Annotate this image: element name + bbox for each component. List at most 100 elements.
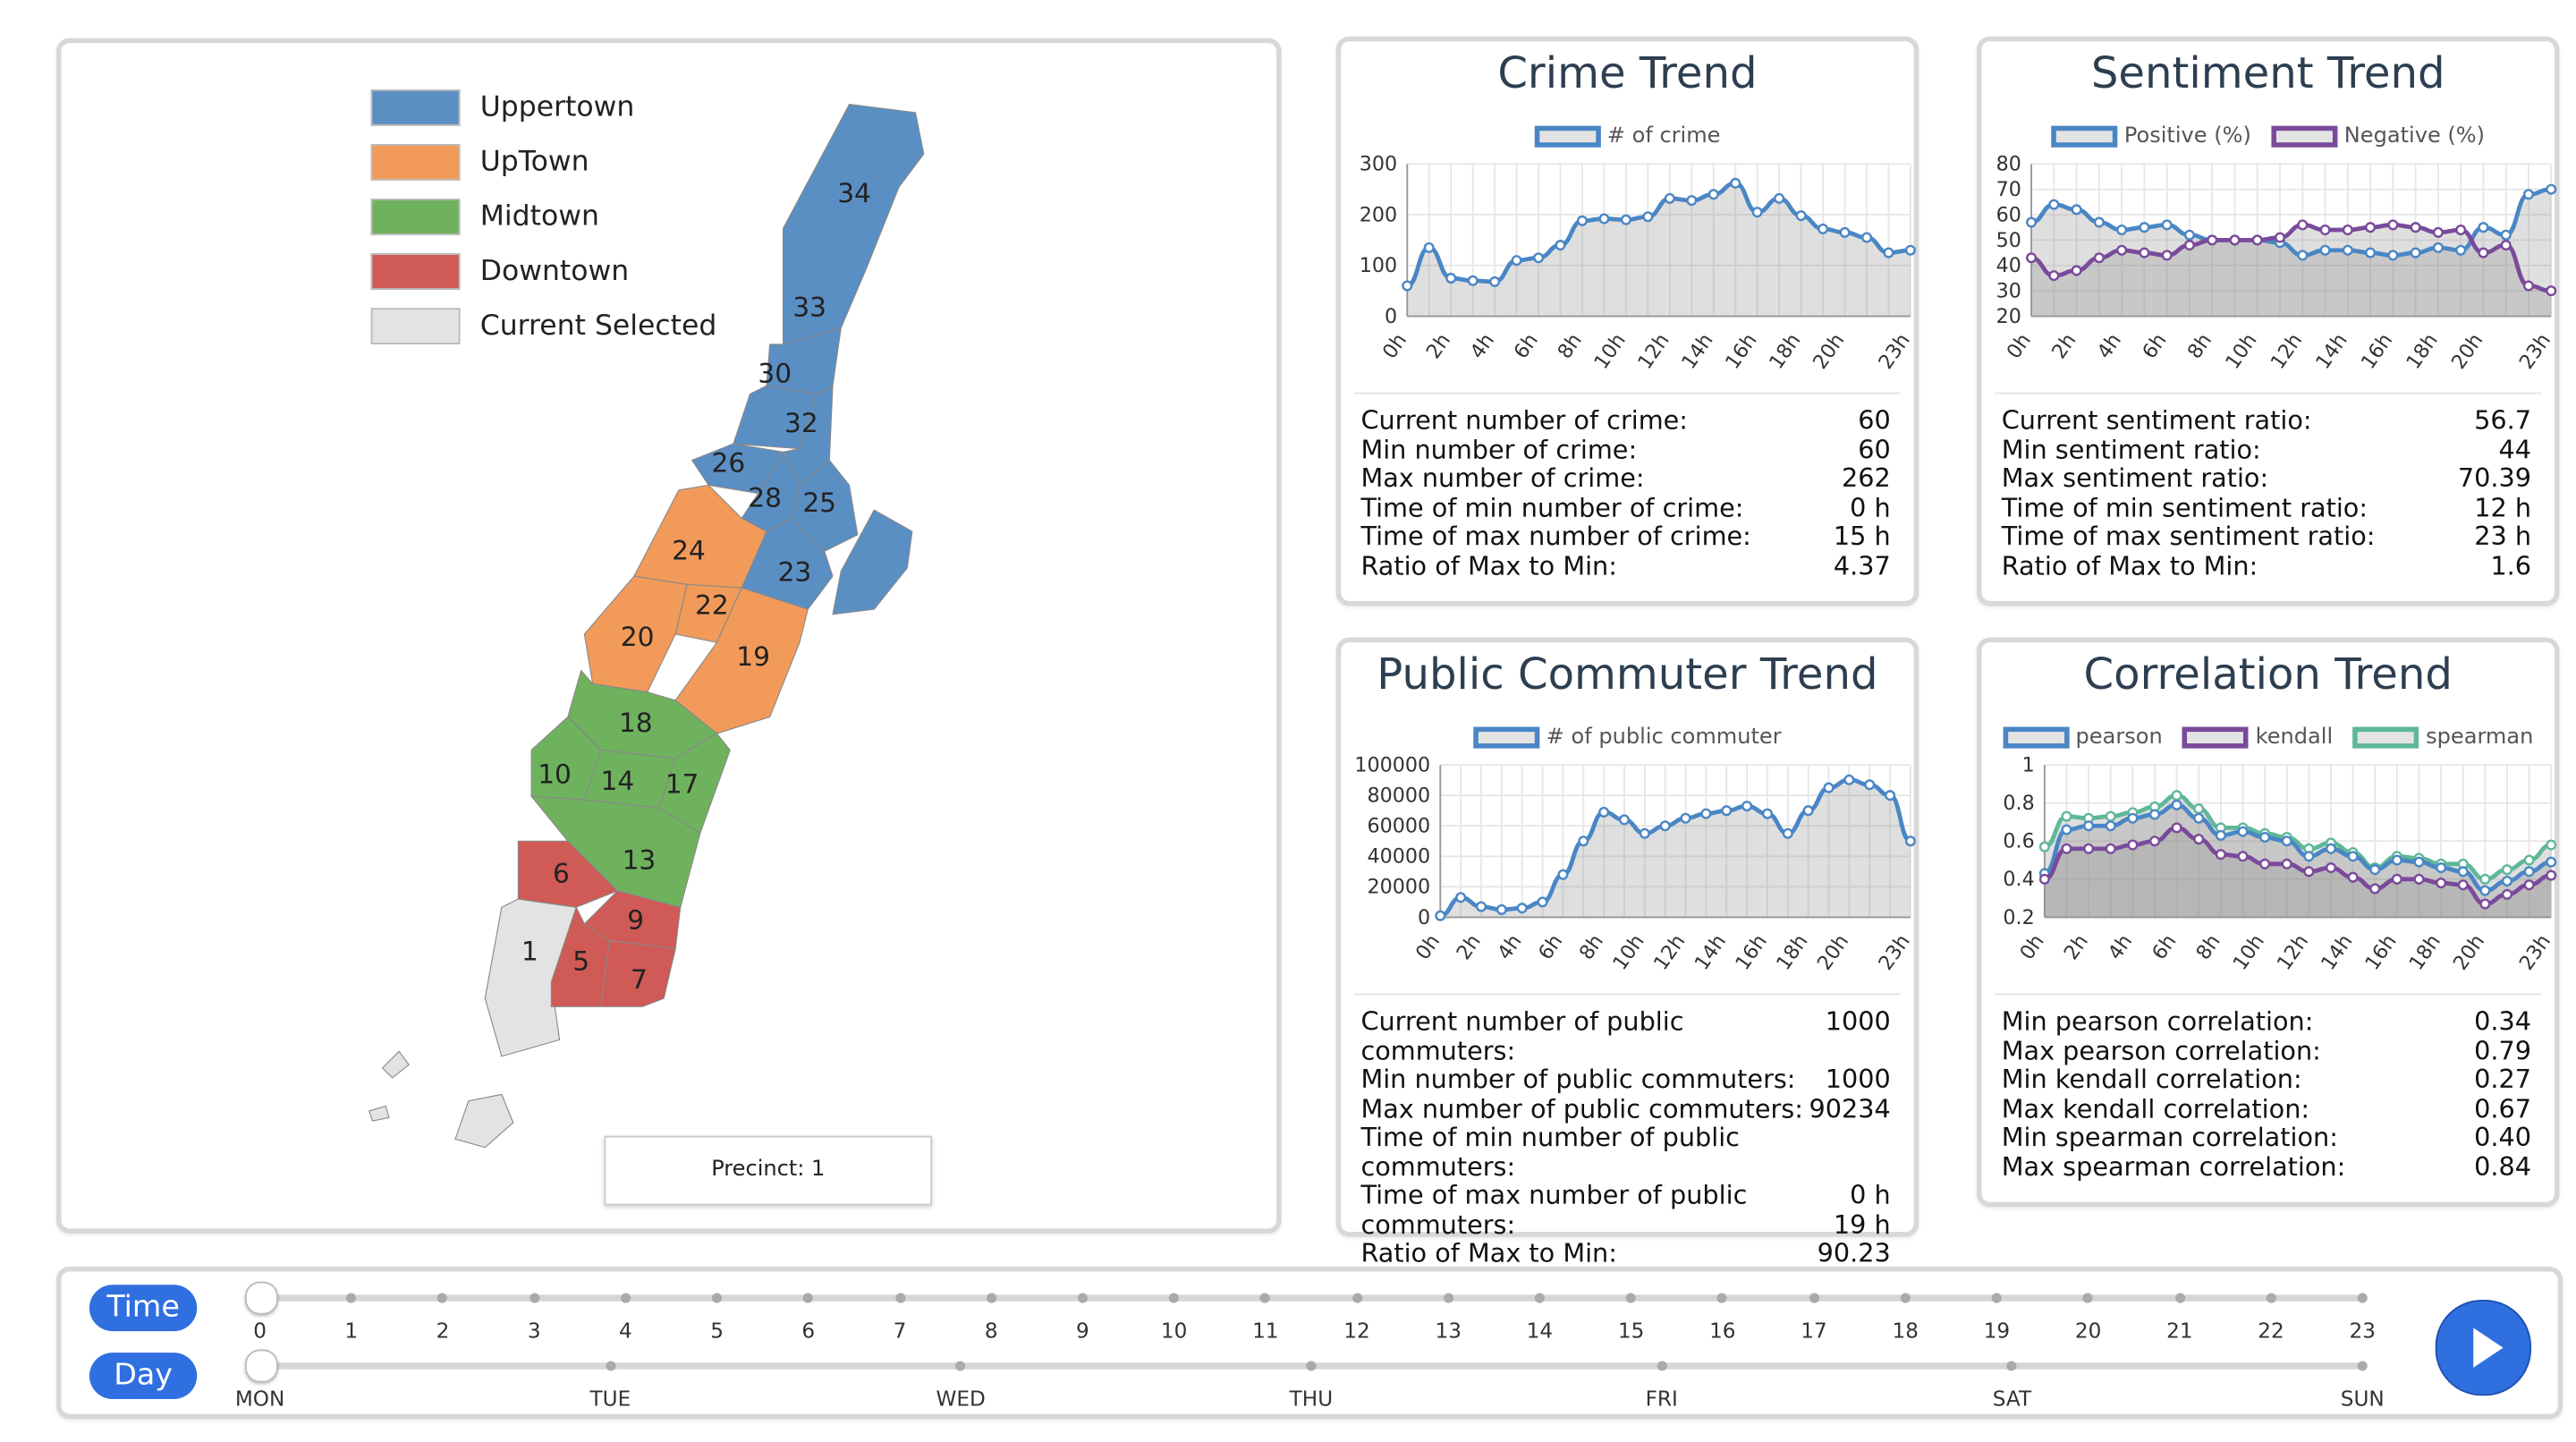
pearson-legend-item[interactable]: pearson [2003,725,2163,750]
data-point[interactable] [2071,265,2082,276]
data-point[interactable] [2038,841,2050,852]
data-point[interactable] [2501,888,2513,900]
data-point[interactable] [2342,244,2353,256]
data-point[interactable] [1761,808,1773,819]
data-point[interactable] [2161,219,2173,231]
precinct-26[interactable] [691,443,784,495]
data-point[interactable] [2522,280,2534,292]
data-point[interactable] [2365,222,2377,233]
hour-tick[interactable] [2266,1293,2276,1303]
hour-tick[interactable] [803,1293,814,1303]
day-tick[interactable] [955,1361,966,1371]
hour-slider-track[interactable] [244,1281,2368,1315]
data-point[interactable] [2148,836,2161,847]
data-point[interactable] [2457,879,2469,891]
data-point[interactable] [1883,247,1894,259]
data-point[interactable] [2432,242,2444,253]
hour-tick[interactable] [2174,1293,2185,1303]
data-point[interactable] [1774,192,1785,204]
hour-tick[interactable] [1534,1293,1545,1303]
data-point[interactable] [2478,247,2489,259]
data-point[interactable] [2093,216,2105,228]
data-point[interactable] [2319,225,2331,236]
data-point[interactable] [1839,226,1851,238]
hour-tick[interactable] [437,1293,448,1303]
data-point[interactable] [2237,851,2249,862]
data-point[interactable] [2455,225,2467,236]
data-point[interactable] [1496,903,1507,915]
data-point[interactable] [2071,204,2082,216]
day-button[interactable]: Day [89,1353,198,1400]
data-point[interactable] [2259,831,2271,844]
data-point[interactable] [1795,210,1807,222]
data-point[interactable] [1700,808,1712,819]
hour-tick[interactable] [346,1293,357,1303]
hour-tick[interactable] [1991,1293,2002,1303]
data-point[interactable] [2479,873,2491,885]
data-point[interactable] [2061,810,2072,822]
day-tick[interactable] [1657,1361,1667,1371]
data-point[interactable] [2546,869,2557,881]
data-point[interactable] [2500,240,2512,251]
data-point[interactable] [2455,244,2467,256]
data-point[interactable] [2229,234,2241,246]
day-tick[interactable] [1306,1361,1317,1371]
data-point[interactable] [1598,806,1610,818]
hour-tick[interactable] [1260,1293,1271,1303]
data-point[interactable] [2319,244,2331,256]
data-point[interactable] [1686,195,1698,207]
precinct-19[interactable] [674,587,809,734]
hour-tick[interactable] [894,1293,905,1303]
data-point[interactable] [1557,869,1569,880]
data-point[interactable] [2413,873,2425,885]
data-point[interactable] [2410,247,2421,259]
data-point[interactable] [1642,211,1654,223]
data-point[interactable] [2183,240,2195,251]
data-point[interactable] [2369,883,2381,895]
hour-tick[interactable] [712,1293,723,1303]
data-point[interactable] [2369,864,2381,876]
data-point[interactable] [2391,873,2402,885]
data-point[interactable] [2325,843,2337,854]
data-point[interactable] [2093,252,2105,264]
day-slider-handle[interactable] [244,1349,278,1383]
data-point[interactable] [1516,903,1528,914]
data-point[interactable] [2523,866,2535,878]
data-point[interactable] [1475,901,1487,912]
data-point[interactable] [2127,812,2139,824]
data-point[interactable] [1885,790,1896,802]
data-point[interactable] [2048,270,2060,282]
data-point[interactable] [2105,843,2116,854]
data-point[interactable] [2237,826,2249,837]
data-point[interactable] [1680,812,1691,824]
data-point[interactable] [1578,836,1589,847]
data-point[interactable] [1511,255,1522,267]
kendall-legend-item[interactable]: kendall [2182,725,2333,750]
data-point[interactable] [2546,856,2557,868]
data-point[interactable] [2207,234,2218,246]
data-point[interactable] [2183,229,2195,241]
commuter-legend-item[interactable]: # of public commuter [1473,725,1782,750]
data-point[interactable] [1455,892,1467,903]
hour-tick[interactable] [2083,1293,2094,1303]
data-point[interactable] [2139,247,2150,259]
data-point[interactable] [2259,858,2271,869]
hour-tick[interactable] [1169,1293,1180,1303]
data-point[interactable] [2523,854,2535,866]
data-point[interactable] [2325,862,2337,874]
data-point[interactable] [1860,232,1873,243]
hour-tick[interactable] [986,1293,996,1303]
data-point[interactable] [2161,250,2173,261]
data-point[interactable] [2303,851,2315,862]
day-tick[interactable] [2357,1361,2368,1371]
data-point[interactable] [2342,225,2353,236]
data-point[interactable] [1823,782,1835,793]
data-point[interactable] [1537,896,1548,908]
data-point[interactable] [2215,829,2226,841]
time-button[interactable]: Time [89,1285,198,1332]
hour-tick[interactable] [620,1293,631,1303]
data-point[interactable] [2501,864,2513,876]
data-point[interactable] [2105,820,2116,832]
data-point[interactable] [2116,244,2128,256]
data-point[interactable] [1659,820,1671,832]
